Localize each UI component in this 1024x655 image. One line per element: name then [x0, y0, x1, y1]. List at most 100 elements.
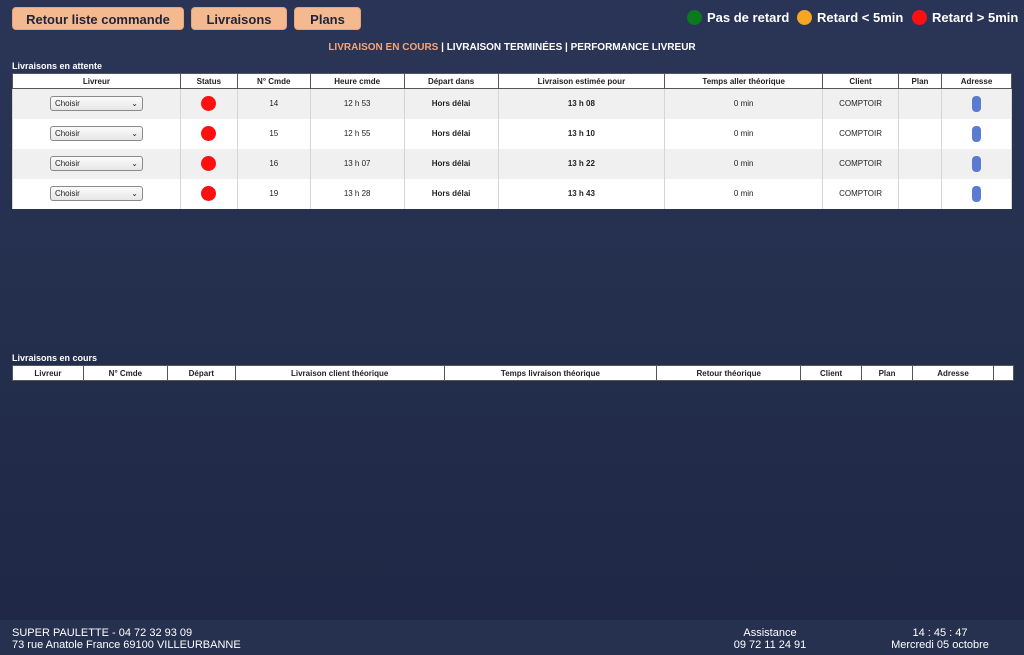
col-header: Status: [179, 73, 238, 89]
company-address: 73 rue Anatole France 69100 VILLEURBANNE: [12, 639, 241, 651]
view-nav: LIVRAISON EN COURS | LIVRAISON TERMINÉES…: [0, 42, 1024, 53]
col-header: Client: [800, 365, 863, 381]
nav-finished-deliveries[interactable]: LIVRAISON TERMINÉES: [446, 42, 563, 53]
table-row: Choisir ⌄ 19 13 h 28 Hors délai 13 h 43 0…: [12, 178, 1013, 209]
order-time: 12 h 55: [309, 118, 405, 149]
table-row: Choisir ⌄ 15 12 h 55 Hors délai 13 h 10 0…: [12, 118, 1013, 149]
chevron-down-icon: ⌄: [131, 129, 138, 138]
footer: SUPER PAULETTE - 04 72 32 93 09 73 rue A…: [0, 620, 1024, 655]
order-number: 16: [236, 148, 311, 179]
col-header: Livreur: [12, 73, 181, 89]
clock-time: 14 : 45 : 47: [912, 627, 968, 639]
driver-select-value: Choisir: [54, 159, 80, 168]
order-time: 12 h 53: [309, 88, 405, 119]
back-to-orders-button[interactable]: Retour liste commande: [12, 7, 184, 30]
livreur-cell: Choisir ⌄: [12, 178, 181, 209]
nav-separator: |: [562, 42, 571, 53]
col-header: Temps aller théorique: [664, 73, 824, 89]
estimated-delivery: 13 h 08: [497, 88, 666, 119]
status-cell: [179, 118, 238, 149]
col-header: Plan: [898, 73, 942, 89]
order-time: 13 h 07: [309, 148, 405, 179]
col-header: [992, 365, 1015, 381]
col-header: Adresse: [912, 365, 994, 381]
table-row: Choisir ⌄ 16 13 h 07 Hors délai 13 h 22 0…: [12, 148, 1013, 179]
nav-current-deliveries[interactable]: LIVRAISON EN COURS: [328, 42, 439, 53]
col-header: Heure cmde: [309, 73, 405, 89]
address-cell: [940, 178, 1013, 209]
company-name: SUPER PAULETTE - 04 72 32 93 09: [12, 627, 193, 639]
col-header: Livraison client théorique: [234, 365, 445, 381]
chevron-down-icon: ⌄: [131, 189, 138, 198]
nav-driver-performance[interactable]: PERFORMANCE LIVREUR: [570, 42, 696, 53]
driver-select-value: Choisir: [54, 99, 80, 109]
status-cell: [179, 148, 238, 179]
driver-select[interactable]: Choisir ⌄: [49, 156, 143, 171]
orange-dot-icon: [797, 10, 812, 25]
order-number: 19: [236, 178, 311, 209]
estimated-delivery: 13 h 10: [497, 118, 666, 149]
travel-time: 0 min: [664, 148, 824, 179]
order-number: 14: [236, 88, 311, 119]
nav-separator: |: [438, 42, 447, 53]
legend-delay-under-5: Retard < 5min: [797, 10, 903, 25]
address-button[interactable]: [971, 95, 981, 112]
col-header: Départ dans: [403, 73, 499, 89]
legend-label: Pas de retard: [707, 10, 790, 25]
address-cell: [940, 148, 1013, 179]
table-header-row: Livreur Status N° Cmde Heure cmde Départ…: [12, 73, 1013, 89]
livreur-cell: Choisir ⌄: [12, 88, 181, 119]
plan: [898, 178, 942, 209]
estimated-delivery: 13 h 43: [497, 178, 666, 209]
pending-deliveries-table: Livreur Status N° Cmde Heure cmde Départ…: [12, 73, 1013, 209]
col-header: Plan: [861, 365, 914, 381]
green-dot-icon: [687, 10, 702, 25]
status-cell: [179, 88, 238, 119]
col-header: Départ: [166, 365, 236, 381]
departure-in: Hors délai: [403, 148, 499, 179]
departure-in: Hors délai: [403, 178, 499, 209]
top-toolbar: Retour liste commande Livraisons Plans P…: [0, 0, 1024, 37]
plans-button[interactable]: Plans: [294, 7, 361, 30]
col-header: Client: [822, 73, 900, 89]
col-header: N° Cmde: [82, 365, 168, 381]
col-header: Adresse: [940, 73, 1013, 89]
departure-in: Hors délai: [403, 88, 499, 119]
address-button[interactable]: [971, 185, 981, 202]
table-row: Choisir ⌄ 14 12 h 53 Hors délai 13 h 08 0…: [12, 88, 1013, 119]
order-number: 15: [236, 118, 311, 149]
travel-time: 0 min: [664, 178, 824, 209]
pending-section-title: Livraisons en attente: [12, 61, 103, 71]
legend-label: Retard < 5min: [817, 10, 904, 25]
driver-select-value: Choisir: [54, 129, 80, 138]
client: COMPTOIR: [822, 118, 900, 149]
driver-select[interactable]: Choisir ⌄: [49, 126, 143, 141]
col-header: Livreur: [12, 365, 84, 381]
client: COMPTOIR: [822, 148, 900, 179]
address-cell: [940, 118, 1013, 149]
address-button[interactable]: [971, 155, 981, 172]
order-time: 13 h 28: [309, 178, 405, 209]
status-red-dot-icon: [201, 186, 217, 201]
assistance-label: Assistance: [743, 627, 797, 639]
deliveries-button[interactable]: Livraisons: [191, 7, 287, 30]
travel-time: 0 min: [664, 88, 824, 119]
col-header: N° Cmde: [236, 73, 311, 89]
col-header: Retour théorique: [656, 365, 802, 381]
departure-in: Hors délai: [403, 118, 499, 149]
address-cell: [940, 88, 1013, 119]
address-button[interactable]: [971, 125, 981, 142]
red-dot-icon: [912, 10, 927, 25]
assistance-phone: 09 72 11 24 91: [733, 639, 807, 651]
livreur-cell: Choisir ⌄: [12, 148, 181, 179]
status-red-dot-icon: [201, 126, 217, 141]
plan: [898, 88, 942, 119]
col-header: Livraison estimée pour: [497, 73, 666, 89]
plan: [898, 118, 942, 149]
chevron-down-icon: ⌄: [131, 99, 138, 109]
driver-select[interactable]: Choisir ⌄: [49, 186, 143, 201]
legend-delay-over-5: Retard > 5min: [912, 10, 1018, 25]
status-cell: [179, 178, 238, 209]
col-header: Temps livraison théorique: [443, 365, 658, 381]
driver-select[interactable]: Choisir ⌄: [49, 96, 143, 112]
